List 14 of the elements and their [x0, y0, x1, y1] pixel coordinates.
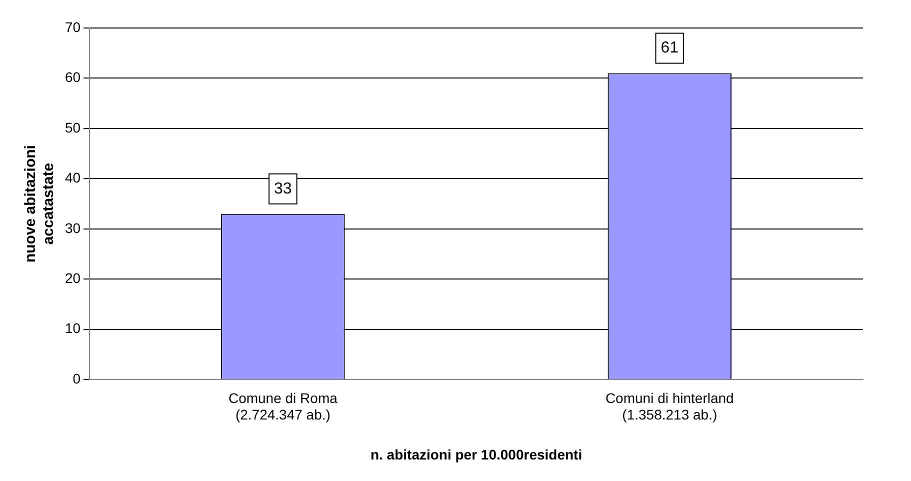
- x-tick-label: Comune di Roma (2.724.347 ab.): [228, 390, 338, 423]
- y-tick-label: 10: [64, 320, 81, 336]
- data-label: 61: [660, 40, 679, 57]
- x-tick-label: Comuni di hinterland (1.358.213 ab.): [605, 390, 734, 423]
- y-axis-title: nuove abitazioni accatastate: [22, 145, 58, 263]
- y-tick-label: 60: [64, 69, 81, 86]
- data-label: 33: [274, 180, 292, 198]
- y-tick-label: 40: [64, 170, 81, 186]
- y-tick-label: 0: [72, 370, 81, 386]
- y-tick-label: 30: [64, 220, 81, 236]
- y-tick-label: 50: [64, 119, 81, 136]
- y-tick-label: 20: [64, 270, 81, 286]
- y-tick-label: 70: [64, 18, 81, 35]
- x-axis-title: n. abitazioni per 10.000residenti: [370, 446, 582, 462]
